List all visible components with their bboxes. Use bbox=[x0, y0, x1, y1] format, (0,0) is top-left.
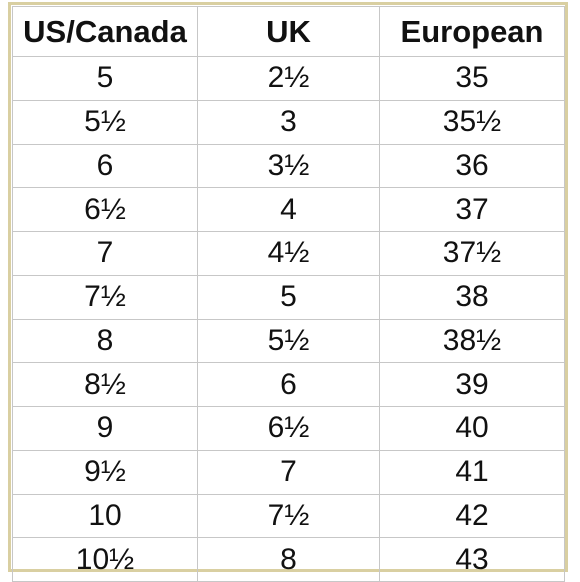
cell-uk: 7½ bbox=[197, 493, 380, 539]
cell-uk: 3 bbox=[197, 99, 380, 145]
cell-eu: 39 bbox=[379, 362, 565, 407]
cell-eu: 43 bbox=[379, 537, 565, 582]
cell-us: 5 bbox=[12, 56, 198, 101]
cell-eu: 35 bbox=[379, 56, 565, 101]
cell-us: 5½ bbox=[12, 99, 198, 145]
cell-eu: 41 bbox=[379, 449, 565, 495]
cell-uk: 5½ bbox=[197, 318, 380, 364]
header-european: European bbox=[379, 6, 565, 57]
cell-uk: 7 bbox=[197, 449, 380, 495]
cell-eu: 37 bbox=[379, 187, 565, 232]
table-row: 5½ 3 35½ bbox=[12, 99, 565, 145]
table-row: 10½ 8 43 bbox=[12, 537, 565, 582]
cell-uk: 5 bbox=[197, 274, 380, 320]
cell-uk: 6 bbox=[197, 362, 380, 407]
cell-us: 8½ bbox=[12, 362, 198, 407]
cell-uk: 6½ bbox=[197, 406, 380, 451]
cell-uk: 4 bbox=[197, 187, 380, 232]
cell-uk: 3½ bbox=[197, 143, 380, 189]
cell-eu: 38 bbox=[379, 274, 565, 320]
header-uk: UK bbox=[197, 6, 380, 57]
cell-us: 7½ bbox=[12, 274, 198, 320]
header-row: US/Canada UK European bbox=[12, 6, 565, 57]
cell-us: 6½ bbox=[12, 187, 198, 232]
table-row: 6 3½ 36 bbox=[12, 143, 565, 189]
cell-uk: 2½ bbox=[197, 56, 380, 101]
cell-eu: 40 bbox=[379, 406, 565, 451]
cell-uk: 4½ bbox=[197, 231, 380, 276]
cell-us: 9½ bbox=[12, 449, 198, 495]
cell-eu: 36 bbox=[379, 143, 565, 189]
cell-us: 8 bbox=[12, 318, 198, 364]
cell-us: 6 bbox=[12, 143, 198, 189]
size-chart-frame: US/Canada UK European 5 2½ 35 5½ 3 35½ 6… bbox=[8, 2, 568, 582]
cell-us: 9 bbox=[12, 406, 198, 451]
table-row: 9½ 7 41 bbox=[12, 449, 565, 495]
table-row: 8½ 6 39 bbox=[12, 362, 565, 407]
shoe-size-table: US/Canada UK European 5 2½ 35 5½ 3 35½ 6… bbox=[12, 6, 565, 582]
table-row: 7 4½ 37½ bbox=[12, 231, 565, 276]
cell-us: 10½ bbox=[12, 537, 198, 582]
cell-eu: 42 bbox=[379, 493, 565, 539]
table-row: 8 5½ 38½ bbox=[12, 318, 565, 364]
cell-us: 10 bbox=[12, 493, 198, 539]
cell-eu: 37½ bbox=[379, 231, 565, 276]
header-us-canada: US/Canada bbox=[12, 6, 198, 57]
table-row: 7½ 5 38 bbox=[12, 274, 565, 320]
cell-uk: 8 bbox=[197, 537, 380, 582]
table-row: 6½ 4 37 bbox=[12, 187, 565, 232]
table-row: 10 7½ 42 bbox=[12, 493, 565, 539]
cell-us: 7 bbox=[12, 231, 198, 276]
cell-eu: 38½ bbox=[379, 318, 565, 364]
table-row: 9 6½ 40 bbox=[12, 406, 565, 451]
cell-eu: 35½ bbox=[379, 99, 565, 145]
table-row: 5 2½ 35 bbox=[12, 56, 565, 101]
